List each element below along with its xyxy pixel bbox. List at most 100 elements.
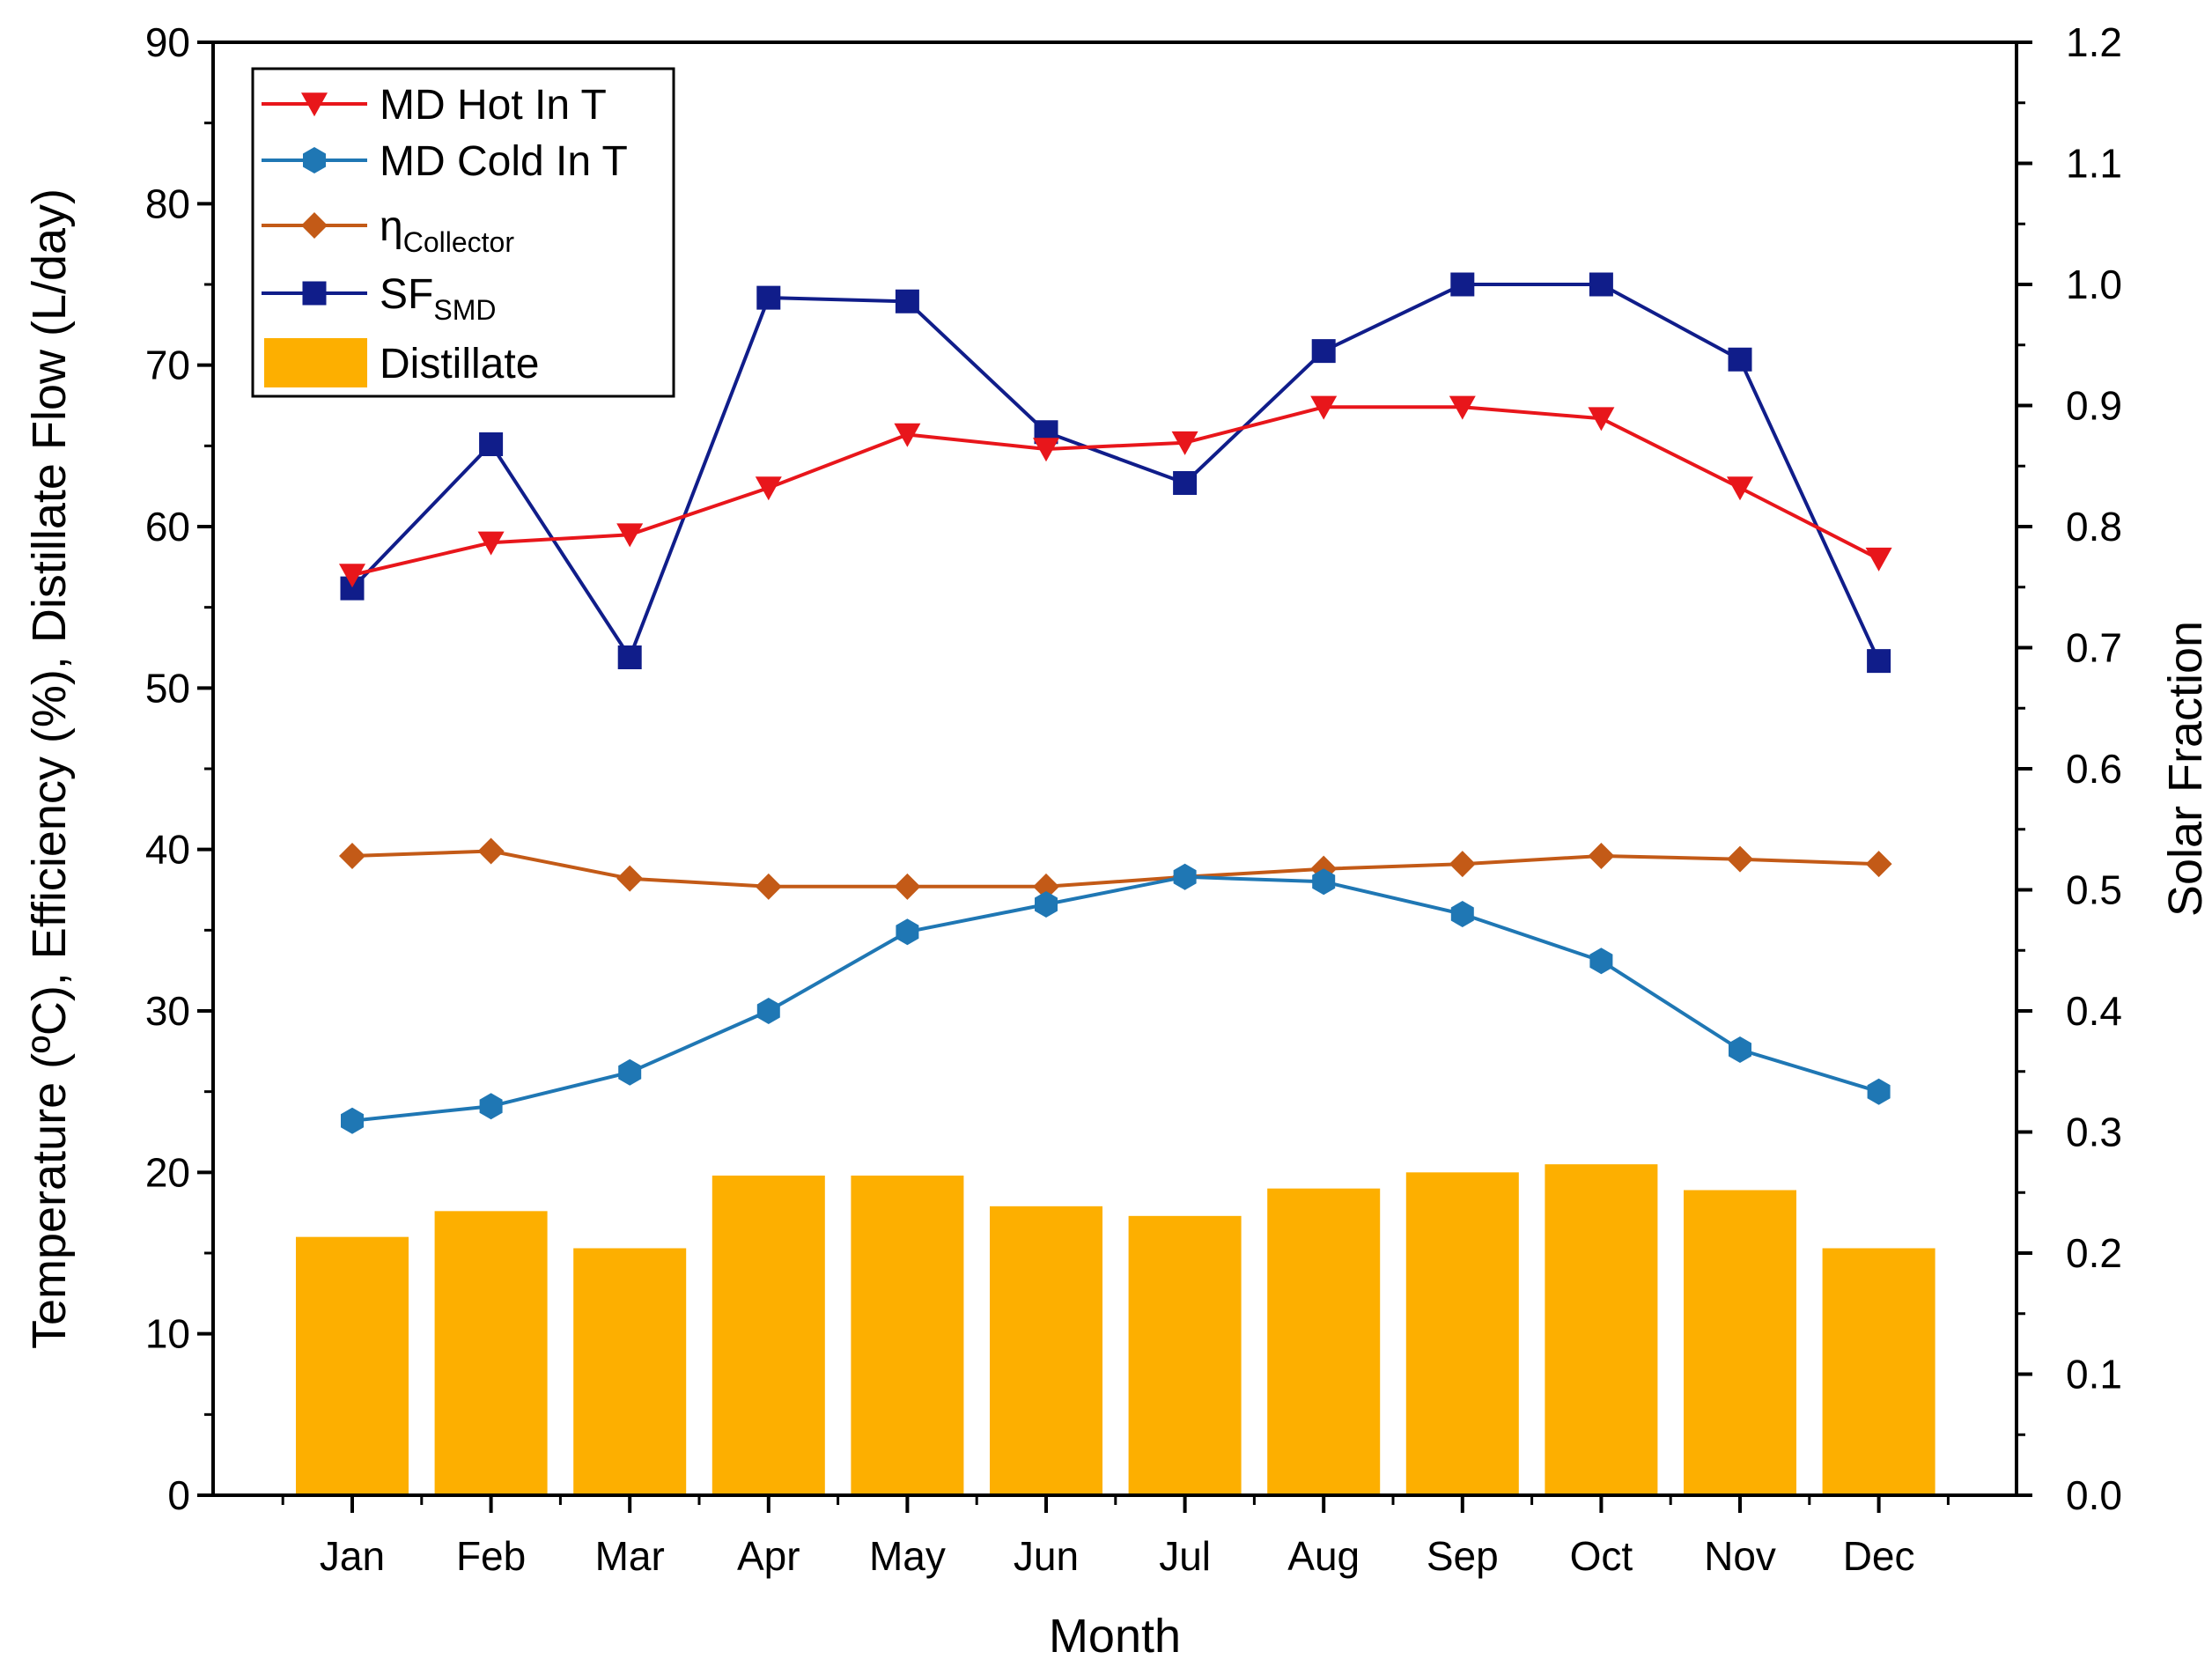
- right-tick-label: 0.6: [2066, 746, 2122, 792]
- y-axis-title-left: Temperature (ºC), Efficiency (%), Distil…: [23, 188, 76, 1349]
- left-tick-label: 70: [145, 343, 190, 388]
- legend-marker: [302, 281, 327, 306]
- bar-jun: [990, 1206, 1102, 1495]
- legend: MD Hot In TMD Cold In TηCollectorSFSMDDi…: [251, 67, 675, 398]
- legend-marker: [301, 212, 328, 239]
- labels-layer: 0 10 20 30 40 50 60 70 80 90 0.0 0.1 0.2 0.3 0.4 0.5 0.6…: [145, 19, 2122, 1579]
- right-tick-label: 0.3: [2066, 1110, 2122, 1155]
- point-sep: [1450, 272, 1475, 297]
- point-nov: [1729, 1036, 1751, 1063]
- point-jun: [1033, 438, 1059, 462]
- point-aug: [1310, 395, 1338, 420]
- point-oct: [1589, 948, 1613, 975]
- legend-label-subscript: Collector: [403, 226, 515, 258]
- point-jul: [1173, 863, 1197, 890]
- point-nov: [1727, 845, 1753, 873]
- point-nov: [1728, 347, 1752, 372]
- point-may: [896, 918, 919, 946]
- series-collector: [339, 837, 1892, 900]
- bar-aug: [1267, 1188, 1381, 1495]
- legend-label: MD Hot In T: [380, 82, 607, 129]
- right-tick-label: 0.7: [2066, 625, 2122, 671]
- legend-item-collector: ηCollector: [262, 203, 514, 258]
- legend-marker: [301, 92, 328, 117]
- bar-nov: [1684, 1190, 1796, 1495]
- point-dec: [1865, 547, 1892, 572]
- x-tick-label-nov: Nov: [1704, 1533, 1776, 1579]
- point-may: [895, 289, 919, 313]
- point-apr: [756, 998, 780, 1024]
- right-tick-label: 1.2: [2066, 19, 2122, 65]
- legend-item-distillate: Distillate: [264, 338, 539, 387]
- series-line: [351, 405, 1880, 577]
- point-may: [894, 873, 921, 900]
- right-tick-label: 0.2: [2066, 1230, 2122, 1276]
- series-line: [350, 283, 1881, 662]
- left-tick-label: 80: [145, 181, 190, 226]
- point-jul: [1171, 431, 1198, 455]
- series-line: [351, 849, 1879, 889]
- point-oct: [1588, 407, 1615, 431]
- left-tick-label: 90: [145, 19, 190, 65]
- legend-item-md-hot-in-t: MD Hot In T: [262, 82, 607, 129]
- bar-sep: [1405, 1172, 1519, 1495]
- x-tick-label-jan: Jan: [320, 1533, 385, 1579]
- left-tick-label: 10: [145, 1311, 190, 1357]
- bar-apr: [712, 1176, 825, 1495]
- point-nov: [1727, 476, 1753, 501]
- point-feb: [479, 1093, 503, 1120]
- bar-dec: [1822, 1248, 1936, 1495]
- point-mar: [617, 645, 642, 669]
- point-apr: [756, 285, 781, 310]
- left-tick-label: 30: [145, 988, 190, 1034]
- x-tick-label-dec: Dec: [1843, 1533, 1915, 1579]
- left-tick-label: 50: [145, 665, 190, 711]
- bar-mar: [573, 1248, 687, 1495]
- point-mar: [616, 865, 644, 892]
- point-jun: [1033, 873, 1059, 900]
- x-tick-label-apr: Apr: [737, 1533, 800, 1579]
- x-tick-label-may: May: [869, 1533, 946, 1579]
- right-tick-label: 1.1: [2066, 141, 2122, 187]
- legend-label: ηCollector: [380, 203, 514, 258]
- x-tick-label-aug: Aug: [1287, 1533, 1360, 1579]
- legend-marker: [303, 147, 326, 173]
- point-dec: [1867, 1078, 1891, 1105]
- series-line: [351, 874, 1880, 1123]
- legend-label: MD Cold In T: [380, 138, 628, 185]
- point-jul: [1173, 471, 1198, 495]
- series-md-hot-in-t: [339, 395, 1892, 588]
- right-tick-label: 1.0: [2066, 262, 2122, 307]
- bar-jul: [1128, 1215, 1242, 1495]
- right-tick-label: 0.0: [2066, 1472, 2122, 1518]
- point-sep: [1449, 851, 1476, 878]
- point-feb: [477, 531, 505, 556]
- point-jun: [1035, 891, 1058, 918]
- point-sep: [1450, 901, 1474, 927]
- point-mar: [618, 1058, 642, 1086]
- x-tick-label-feb: Feb: [456, 1533, 526, 1579]
- right-tick-label: 0.1: [2066, 1352, 2122, 1397]
- point-mar: [616, 523, 644, 548]
- right-tick-label: 0.9: [2066, 383, 2122, 429]
- point-may: [894, 423, 921, 447]
- y-axis-title-right: Solar Fraction: [2159, 621, 2212, 917]
- left-tick-label: 40: [145, 827, 190, 873]
- point-dec: [1867, 649, 1891, 674]
- point-jan: [339, 564, 365, 588]
- left-tick-label: 60: [145, 504, 190, 549]
- point-aug: [1311, 339, 1336, 364]
- x-tick-label-jul: Jul: [1159, 1533, 1211, 1579]
- series-sfsmd: [340, 272, 1891, 674]
- right-tick-label: 0.4: [2066, 988, 2122, 1034]
- point-feb: [479, 432, 504, 456]
- point-jan: [339, 843, 365, 869]
- legend-label: Distillate: [380, 341, 539, 387]
- left-tick-label: 20: [145, 1149, 190, 1195]
- series-md-cold-in-t: [341, 863, 1891, 1134]
- x-tick-label-jun: Jun: [1014, 1533, 1079, 1579]
- ticks-layer: [197, 41, 2032, 1513]
- left-tick-label: 0: [167, 1472, 190, 1518]
- point-apr: [755, 873, 782, 900]
